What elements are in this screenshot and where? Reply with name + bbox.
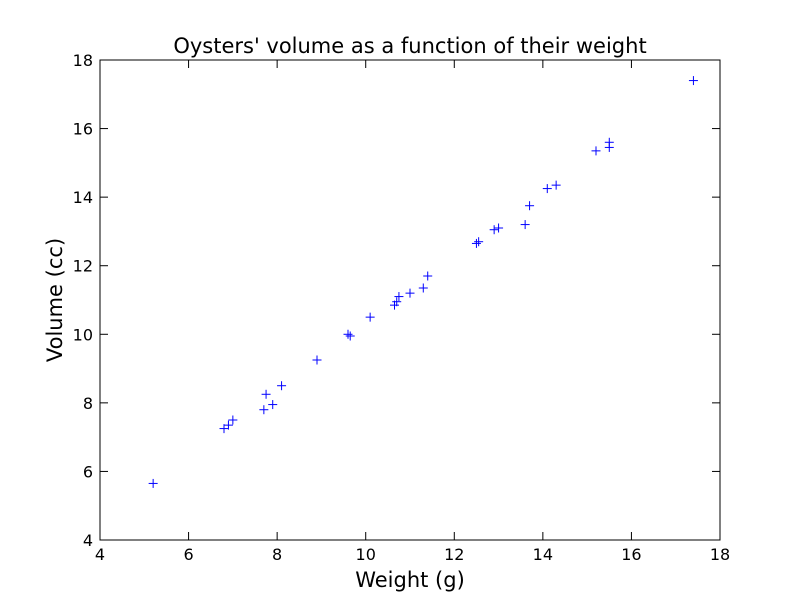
data-point: [312, 355, 322, 365]
x-tick-label: 16: [621, 545, 641, 564]
x-tick-label: 4: [95, 545, 105, 564]
data-point: [148, 478, 158, 488]
data-point: [494, 223, 504, 233]
x-tick-label: 6: [183, 545, 193, 564]
y-axis-ticks: 4 6 8 10 12 14 16 18: [73, 51, 720, 550]
data-point: [223, 420, 233, 430]
x-axis-ticks: 4 6 8 10 12 14 16 18: [95, 60, 730, 564]
y-tick-label: 18: [73, 51, 93, 70]
data-point: [520, 220, 530, 230]
x-tick-label: 14: [533, 545, 553, 564]
x-axis-label: Weight (g): [355, 568, 465, 592]
data-point: [489, 225, 499, 235]
data-point: [405, 288, 415, 298]
data-point: [688, 76, 698, 86]
data-point: [345, 331, 355, 341]
x-tick-label: 18: [710, 545, 730, 564]
data-point: [471, 238, 481, 248]
data-point: [418, 283, 428, 293]
plot-frame: [99, 59, 721, 541]
data-point: [343, 329, 353, 339]
y-tick-label: 10: [73, 325, 93, 344]
data-points: [148, 76, 698, 488]
data-point: [474, 237, 484, 247]
x-tick-label: 10: [356, 545, 376, 564]
chart-title: Oysters' volume as a function of their w…: [173, 34, 646, 58]
x-tick-label: 12: [444, 545, 464, 564]
y-tick-label: 14: [73, 188, 93, 207]
x-tick-label: 8: [272, 545, 282, 564]
data-point: [277, 381, 287, 391]
data-point: [261, 389, 271, 399]
y-tick-label: 16: [73, 120, 93, 139]
data-point: [268, 400, 278, 410]
y-axis-label: Volume (cc): [43, 238, 67, 362]
y-tick-label: 6: [83, 462, 93, 481]
data-point: [423, 271, 433, 281]
data-point: [604, 137, 614, 147]
y-tick-label: 8: [83, 394, 93, 413]
data-point: [525, 201, 535, 211]
data-point: [394, 292, 404, 302]
y-tick-label: 12: [73, 257, 93, 276]
data-point: [228, 415, 238, 425]
data-point: [551, 180, 561, 190]
data-point: [591, 146, 601, 156]
data-point: [365, 312, 375, 322]
y-tick-label: 4: [83, 531, 93, 550]
data-point: [392, 297, 402, 307]
data-point: [259, 405, 269, 415]
data-point: [542, 184, 552, 194]
